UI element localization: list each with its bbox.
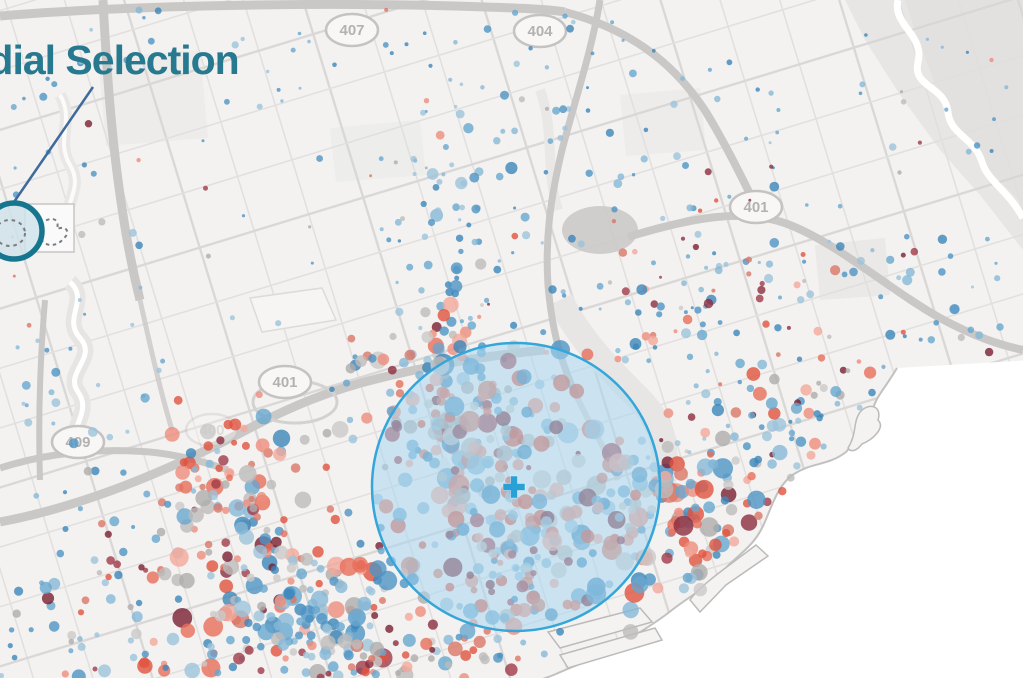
annotation-title: Radial Selection xyxy=(0,37,239,83)
lasso-dash-icon xyxy=(39,218,69,246)
svg-text:401: 401 xyxy=(272,374,297,391)
radial-dash-ellipse xyxy=(0,219,26,247)
radial-tool-icon[interactable] xyxy=(0,200,75,262)
radial-selection-overlay xyxy=(370,341,662,633)
highway-shield-404: 404 xyxy=(512,13,568,49)
svg-text:401: 401 xyxy=(743,199,768,216)
svg-text:404: 404 xyxy=(527,23,553,40)
callout-line xyxy=(12,86,95,203)
port-landforms xyxy=(546,405,882,669)
svg-text:407: 407 xyxy=(339,22,364,39)
highway-shield-401: 401 xyxy=(728,189,784,225)
highway-shield-401: 401 xyxy=(257,364,313,400)
highway-shield-407: 407 xyxy=(324,12,380,48)
radial-select-icon xyxy=(0,200,45,262)
selection-center-crosshair[interactable] xyxy=(502,475,526,499)
lake-layer xyxy=(542,360,1023,678)
radial-tool-callout: Radial Selection xyxy=(0,37,240,262)
